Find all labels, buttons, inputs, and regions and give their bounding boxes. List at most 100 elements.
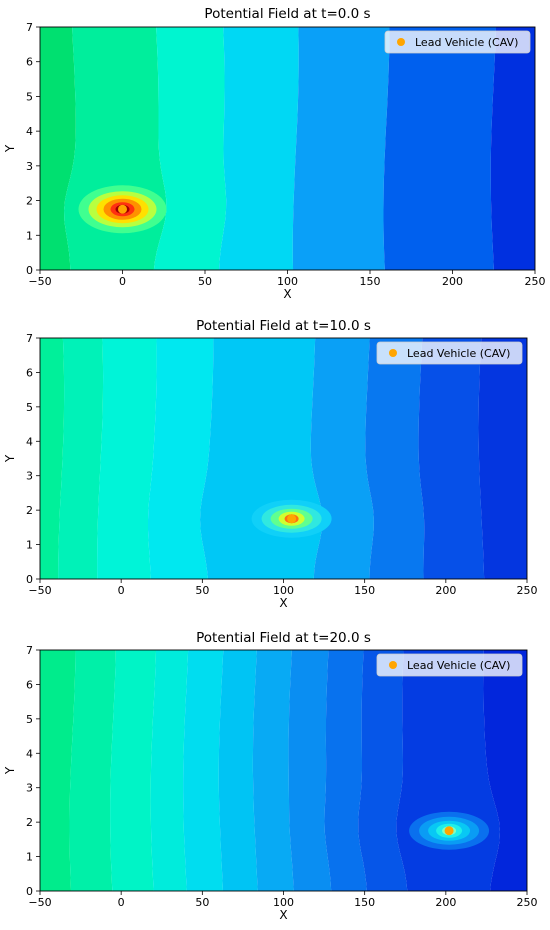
lead-vehicle-marker [444, 826, 454, 836]
x-tick-label: −50 [28, 896, 51, 909]
legend-box [376, 653, 523, 677]
contour-band [40, 27, 76, 270]
x-tick-label: 200 [435, 584, 456, 597]
chart-title: Potential Field at t=0.0 s [204, 6, 370, 22]
contour-area [40, 27, 535, 270]
y-tick-label: 0 [26, 573, 33, 586]
legend-label: Lead Vehicle (CAV) [407, 659, 510, 672]
contour-band [148, 338, 214, 579]
contour-band [310, 338, 374, 579]
legend: Lead Vehicle (CAV) [376, 341, 523, 365]
x-tick-label: 250 [517, 896, 538, 909]
x-tick-label: 200 [442, 275, 463, 288]
contour-band [40, 338, 65, 579]
contour-band [219, 27, 299, 270]
x-tick-label: −50 [28, 584, 51, 597]
chart-title: Potential Field at t=10.0 s [196, 318, 371, 334]
legend: Lead Vehicle (CAV) [376, 653, 523, 677]
x-axis-label: X [279, 596, 287, 610]
y-tick-label: 7 [26, 644, 33, 657]
x-tick-label: 150 [354, 584, 375, 597]
y-tick-label: 7 [26, 21, 33, 34]
x-axis-label: X [283, 287, 291, 301]
contour-band [288, 650, 332, 891]
legend-marker [389, 661, 397, 669]
x-tick-label: 100 [277, 275, 298, 288]
contour-band [365, 338, 425, 579]
y-tick-label: 5 [26, 401, 33, 414]
legend: Lead Vehicle (CAV) [384, 30, 531, 54]
contour-band [110, 650, 157, 891]
legend-label: Lead Vehicle (CAV) [415, 36, 518, 49]
x-tick-label: 0 [119, 275, 126, 288]
y-tick-label: 6 [26, 56, 33, 69]
y-tick-label: 4 [26, 747, 33, 760]
contour-area [40, 650, 527, 891]
y-tick-label: 4 [26, 435, 33, 448]
legend-label: Lead Vehicle (CAV) [407, 347, 510, 360]
contour-band [483, 650, 527, 891]
y-tick-label: 5 [26, 713, 33, 726]
x-tick-label: 100 [273, 584, 294, 597]
y-tick-label: 7 [26, 332, 33, 345]
y-tick-label: 5 [26, 90, 33, 103]
legend-marker [389, 349, 397, 357]
y-tick-label: 0 [26, 264, 33, 277]
y-axis-label: Y [3, 144, 17, 153]
contour-band [150, 650, 189, 891]
x-tick-label: 150 [354, 896, 375, 909]
contour-band [183, 650, 224, 891]
contour-band [153, 27, 227, 270]
contour-band [218, 650, 258, 891]
contour-band [40, 650, 76, 891]
y-tick-label: 1 [26, 539, 33, 552]
contour-band [478, 338, 527, 579]
x-tick-label: −50 [28, 275, 51, 288]
x-tick-label: 50 [198, 275, 212, 288]
y-tick-label: 6 [26, 366, 33, 379]
contour-area [40, 338, 527, 579]
y-tick-label: 6 [26, 678, 33, 691]
x-tick-label: 0 [118, 584, 125, 597]
y-tick-label: 2 [26, 195, 33, 208]
contour-band [200, 338, 323, 579]
y-tick-label: 2 [26, 816, 33, 829]
legend-box [376, 341, 523, 365]
y-tick-label: 3 [26, 470, 33, 483]
contour-band [324, 650, 367, 891]
contour-band [58, 338, 104, 579]
contour-band [418, 338, 485, 579]
x-tick-label: 200 [435, 896, 456, 909]
contour-band [358, 650, 408, 891]
x-tick-label: 50 [195, 584, 209, 597]
legend-marker [397, 38, 405, 46]
x-tick-label: 250 [517, 584, 538, 597]
y-tick-label: 2 [26, 504, 33, 517]
y-tick-label: 0 [26, 885, 33, 898]
contour-band [97, 338, 157, 579]
contour-band [64, 27, 167, 270]
y-axis-label: Y [3, 766, 17, 775]
x-tick-label: 0 [118, 896, 125, 909]
y-tick-label: 3 [26, 782, 33, 795]
contour-band [69, 650, 116, 891]
y-tick-label: 4 [26, 125, 33, 138]
contour-band [490, 27, 535, 270]
y-axis-label: Y [3, 454, 17, 463]
y-tick-label: 1 [26, 851, 33, 864]
x-tick-label: 150 [360, 275, 381, 288]
x-tick-label: 250 [525, 275, 546, 288]
x-tick-label: 100 [273, 896, 294, 909]
legend-box [384, 30, 531, 54]
contour-band [292, 27, 390, 270]
x-axis-label: X [279, 908, 287, 922]
chart-title: Potential Field at t=20.0 s [196, 630, 371, 646]
y-tick-label: 3 [26, 160, 33, 173]
y-tick-label: 1 [26, 229, 33, 242]
lead-vehicle-marker [118, 204, 127, 214]
x-tick-label: 50 [195, 896, 209, 909]
